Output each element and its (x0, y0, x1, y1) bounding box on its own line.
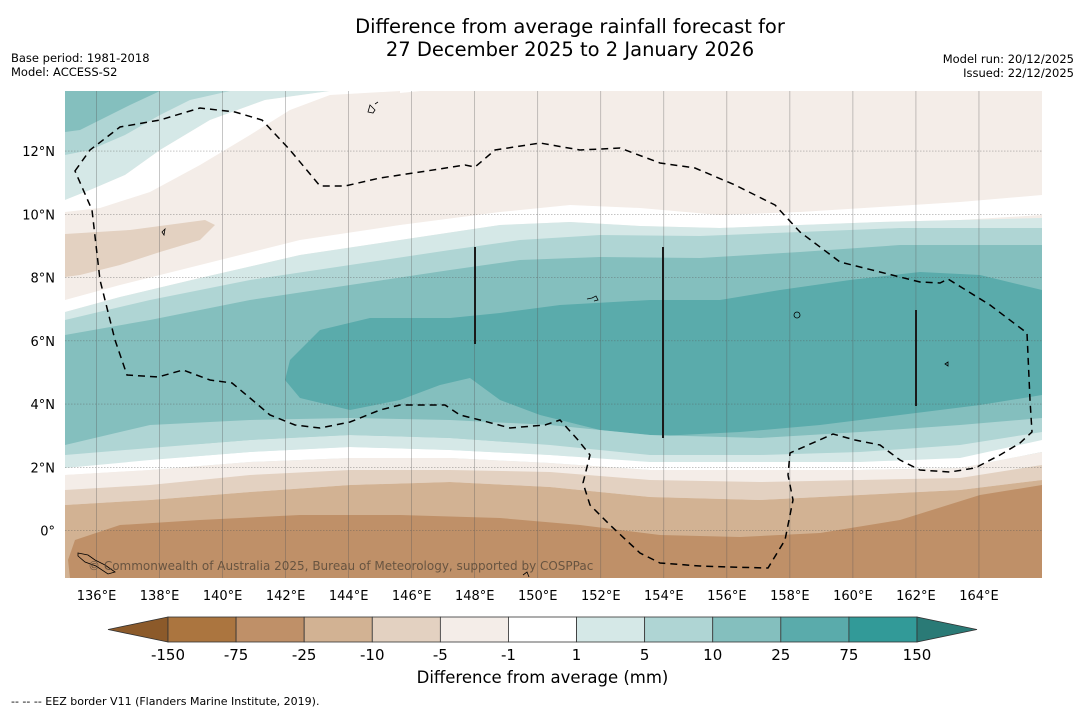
longitude-tick-label: 162°E (896, 589, 936, 604)
band-neg5-neg1-south (65, 452, 1042, 490)
map-fill-layer (65, 91, 1042, 578)
colorbar-bin (712, 616, 782, 643)
island-kosrae (944, 361, 949, 367)
colorbar-bin (780, 616, 850, 643)
band-white-north (65, 91, 400, 212)
band-white-south (65, 440, 1042, 475)
island-chuuk (586, 295, 599, 302)
longitude-tick-label: 146°E (392, 589, 432, 604)
colorbar-tick-label: -25 (292, 646, 317, 664)
longitude-tick-label: 164°E (959, 589, 999, 604)
longitude-tick-label: 152°E (581, 589, 621, 604)
island-guam (367, 101, 379, 114)
title-line-2: 27 December 2025 to 2 January 2026 (385, 38, 755, 61)
colorbar-bin (439, 616, 509, 643)
latitude-tick-label: 0° (40, 525, 55, 540)
colorbar-tick-label: -10 (360, 646, 385, 664)
eez-border (74, 107, 1033, 569)
model-run: Model run: 20/12/2025 (942, 52, 1074, 66)
graticule (65, 91, 1042, 578)
island-palau (161, 227, 166, 237)
longitude-tick-label: 156°E (707, 589, 747, 604)
island-south (522, 571, 530, 578)
colorbar-bin (576, 616, 646, 643)
colorbar-tick-label: -150 (151, 646, 185, 664)
eez-footnote: -- -- -- EEZ border V11 (Flanders Marine… (11, 695, 320, 708)
longitude-tick-label: 160°E (833, 589, 873, 604)
colorbar-bin (303, 616, 373, 643)
island-pohnpei (793, 311, 801, 319)
band-neg10-neg5-tongue (65, 220, 215, 277)
longitude-tick-label: 136°E (77, 589, 117, 604)
band-white-mid (65, 195, 1042, 312)
colorbar-over-arrow (916, 616, 978, 643)
band-neg10-neg5 (65, 465, 1042, 505)
colorbar-bin (235, 616, 305, 643)
longitude-labels: 136°E 138°E 140°E 142°E 144°E 146°E 148°E 150°E… (77, 589, 999, 604)
band-neg75-neg25 (68, 485, 1042, 578)
copyright-credit: © Commonwealth of Australia 2025, Bureau… (88, 559, 593, 573)
band-1-5-south (65, 432, 1042, 468)
islands (77, 101, 949, 578)
base-period: Base period: 1981-2018 (11, 51, 150, 65)
latitude-tick-label: 10°N (22, 208, 55, 223)
island-new-guinea-coast (77, 552, 116, 575)
colorbar-bin (848, 616, 918, 643)
latitude-labels: 12°N 10°N 8°N 6°N 4°N 2°N 0° (22, 145, 55, 539)
colorbar-tick-label: 150 (903, 646, 932, 664)
longitude-tick-label: 150°E (518, 589, 558, 604)
latitude-tick-label: 12°N (22, 145, 55, 160)
issued-date: Issued: 22/12/2025 (963, 66, 1074, 80)
colorbar-under-arrow (107, 616, 169, 643)
meta-right: Model run: 20/12/2025 Issued: 22/12/2025 (943, 52, 1074, 80)
meta-left: Base period: 1981-2018 Model: ACCESS-S2 (11, 51, 150, 79)
colorbar-bin (167, 616, 237, 643)
colorbar-tick-label: 10 (703, 646, 722, 664)
title-line-1: Difference from average rainfall forecas… (355, 15, 785, 38)
longitude-tick-label: 154°E (644, 589, 684, 604)
longitude-tick-label: 142°E (266, 589, 306, 604)
longitude-tick-label: 138°E (140, 589, 180, 604)
colorbar-bin (508, 616, 577, 643)
longitude-tick-label: 148°E (455, 589, 495, 604)
colorbar-bin (644, 616, 714, 643)
colorbar-tick-label: 75 (839, 646, 858, 664)
latitude-tick-label: 6°N (31, 335, 56, 350)
colorbar-tick-label: -1 (501, 646, 516, 664)
band-5-10-south (65, 418, 1042, 455)
longitude-tick-label: 144°E (329, 589, 369, 604)
colorbar-tick-label: -5 (433, 646, 448, 664)
colorbar-tick-label: 5 (640, 646, 650, 664)
colorbar: -150 -75 -25 -10 -5 -1 1 5 10 25 75 150 (107, 616, 978, 664)
model-name: Model: ACCESS-S2 (11, 65, 118, 79)
colorbar-title: Difference from average (mm) (416, 668, 669, 687)
colorbar-bin (371, 616, 441, 643)
longitude-tick-label: 158°E (770, 589, 810, 604)
map-title: Difference from average rainfall forecas… (0, 15, 1085, 61)
colorbar-tick-label: -75 (224, 646, 249, 664)
band-white-top (400, 91, 420, 93)
colorbar-tick-label: 1 (572, 646, 582, 664)
longitude-tick-label: 140°E (203, 589, 243, 604)
latitude-tick-label: 2°N (31, 461, 56, 476)
band-10-25-north (65, 91, 160, 132)
latitude-tick-label: 8°N (31, 272, 56, 287)
colorbar-tick-label: 25 (771, 646, 790, 664)
latitude-tick-label: 4°N (31, 398, 56, 413)
